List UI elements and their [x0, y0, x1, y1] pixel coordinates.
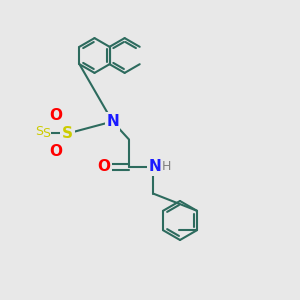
- Text: N: N: [106, 114, 119, 129]
- Text: S: S: [62, 126, 73, 141]
- Text: H: H: [162, 160, 171, 173]
- Text: S: S: [43, 127, 50, 140]
- Text: O: O: [97, 159, 110, 174]
- Text: N: N: [148, 159, 161, 174]
- Text: S: S: [35, 125, 44, 139]
- Text: O: O: [49, 144, 62, 159]
- Text: O: O: [49, 108, 62, 123]
